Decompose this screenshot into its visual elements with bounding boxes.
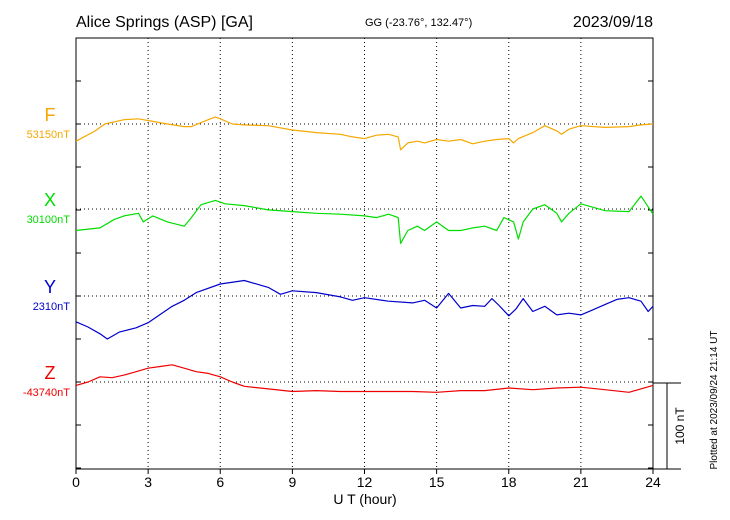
x-tick-label: 24	[645, 474, 661, 490]
series-layer	[75, 116, 654, 393]
x-tick-label: 18	[501, 474, 517, 490]
x-tick-label: 12	[357, 474, 373, 490]
x-axis-label: U T (hour)	[333, 491, 396, 507]
x-tick-label: 15	[429, 474, 445, 490]
axis-ticks: 0 3 6 9 12 15 18 21 24	[72, 80, 661, 490]
series-labels: F 53150nT X 30100nT Y 2310nT Z -43740nT	[23, 105, 70, 399]
series-line-x	[75, 195, 654, 244]
series-line-y	[75, 279, 654, 340]
plotted-at-note: Plotted at 2023/09/24 21:14 UT	[709, 331, 720, 470]
geographic-coords: GG (-23.76°, 132.47°)	[365, 17, 472, 29]
x-tick-label: 6	[216, 474, 224, 490]
x-tick-label: 9	[288, 474, 296, 490]
series-baseline-y: 2310nT	[33, 301, 71, 313]
series-name-z: Z	[45, 363, 56, 383]
scale-bar-label: 100 nT	[673, 407, 687, 445]
series-baseline-f: 53150nT	[27, 129, 71, 141]
x-tick-label: 0	[72, 474, 80, 490]
series-line-z	[75, 364, 654, 393]
scale-bar: 100 nT	[653, 382, 687, 470]
series-name-x: X	[44, 190, 56, 210]
grid-lines	[76, 38, 653, 469]
series-baseline-x: 30100nT	[27, 214, 71, 226]
x-tick-label: 21	[573, 474, 589, 490]
series-baseline-z: -43740nT	[23, 387, 70, 399]
series-name-f: F	[45, 105, 56, 125]
date-label: 2023/09/18	[573, 14, 653, 31]
series-name-y: Y	[44, 277, 56, 297]
series-line-f	[75, 116, 654, 151]
x-tick-label: 3	[144, 474, 152, 490]
station-title: Alice Springs (ASP) [GA]	[76, 14, 253, 31]
